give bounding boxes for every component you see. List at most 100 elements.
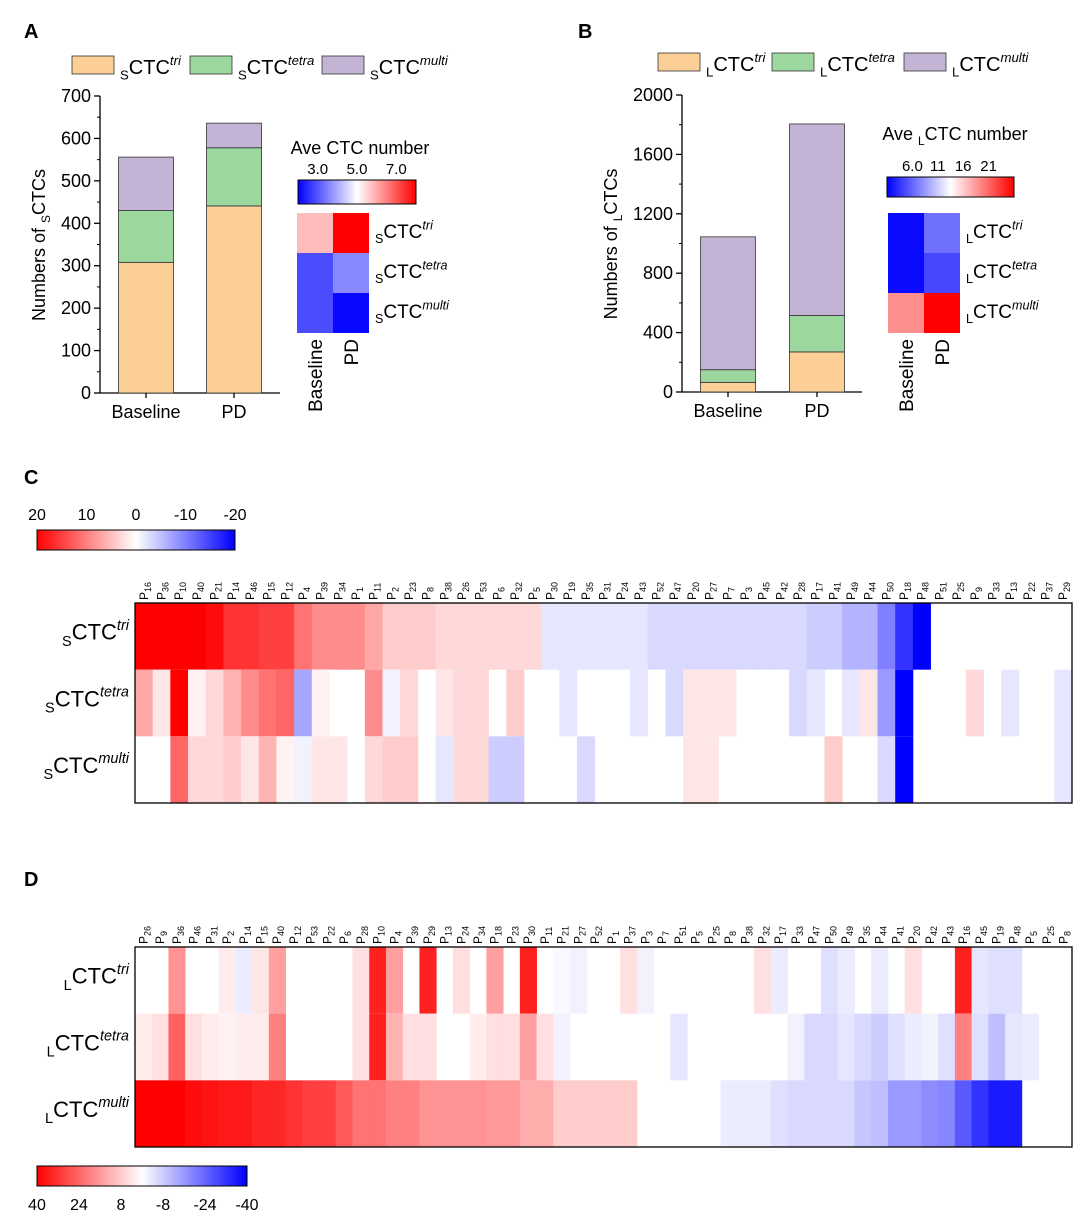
legend-label-tetra: SCTCtetra	[238, 53, 314, 83]
legend-label-multi: SCTCmulti	[370, 53, 449, 83]
heat-cell	[965, 669, 985, 737]
heat-col-label: P4	[296, 587, 312, 600]
heat-col-label: P33	[985, 582, 1001, 600]
heat-cell	[837, 947, 855, 1014]
heat-cell	[435, 669, 454, 737]
heat-cell	[294, 603, 313, 670]
y-tick-label: 1600	[633, 144, 673, 164]
heat-col-label: P42	[773, 582, 789, 600]
heat-cell	[205, 603, 224, 670]
heat-col-label: P13	[1003, 582, 1019, 600]
heat-cell	[297, 293, 333, 333]
heat-cell	[319, 1080, 337, 1147]
heat-cell	[185, 1013, 203, 1081]
heat-col-label: P40	[190, 582, 206, 600]
heat-cell	[737, 1080, 755, 1147]
heat-cell	[382, 669, 401, 737]
heat-cell	[506, 603, 525, 670]
heat-cell	[887, 1080, 906, 1147]
heat-cell	[252, 947, 270, 1014]
heat-cell	[152, 603, 171, 670]
heat-cell	[988, 947, 1006, 1014]
heat-cell	[329, 736, 348, 803]
heat-cell	[352, 1080, 370, 1147]
heat-cell	[364, 669, 383, 737]
heat-cell	[385, 1080, 404, 1147]
heat-col-label: P23	[402, 582, 418, 600]
heat-cell	[152, 669, 171, 737]
heat-col-label: P31	[203, 926, 219, 944]
heat-cell	[285, 1080, 303, 1147]
legend-label-tri: LCTCtri	[706, 50, 767, 80]
colorbar-tick-label: 5.0	[347, 161, 368, 178]
heat-col-label: P12	[278, 582, 294, 600]
heat-col-label: P47	[667, 582, 683, 600]
heat-cell	[771, 603, 790, 670]
heat-cell	[877, 669, 896, 737]
heat-col-label: P13	[438, 926, 454, 944]
heat-col-label: P39	[314, 582, 330, 600]
heat-col-label: P6	[337, 931, 353, 944]
heat-cell	[938, 1013, 956, 1081]
heat-col-label: P37	[1038, 582, 1054, 600]
heat-col-label: P6	[490, 587, 506, 600]
y-tick-label: 1200	[633, 204, 673, 224]
legend-swatch-tri	[657, 52, 701, 72]
heat-cell	[135, 603, 154, 670]
y-axis-title-group: Numbers of LCTCs	[601, 169, 625, 320]
heat-col-label: P8	[420, 587, 436, 600]
heat-cell	[971, 1080, 989, 1147]
heat-col-label: P30	[521, 926, 537, 944]
heat-cell	[486, 1013, 504, 1081]
heat-cell	[364, 736, 383, 803]
heat-col-label: P40	[270, 926, 286, 944]
heat-cell	[924, 213, 960, 253]
heatmap-d: LCTCtriLCTCtetraLCTCmultiP26P9P36P46P31P…	[28, 926, 1073, 1214]
heat-cell	[988, 1080, 1006, 1147]
heat-col-label: P52	[588, 926, 604, 944]
heat-cell	[842, 669, 861, 737]
heat-cell	[268, 1080, 286, 1147]
heat-cell	[347, 603, 366, 670]
heat-col-label: P7	[720, 587, 736, 600]
heat-cell	[218, 1013, 236, 1081]
heat-col-label: P44	[862, 582, 878, 600]
heat-cell	[895, 736, 914, 803]
heat-cell	[806, 669, 825, 737]
heat-cell	[453, 736, 472, 803]
heat-col-label: P14	[225, 582, 241, 600]
heat-col-label: P34	[471, 926, 487, 944]
heat-cell	[754, 1080, 772, 1147]
heat-col-label: P27	[571, 926, 587, 944]
heat-col-label: P8	[722, 931, 738, 944]
heat-cell	[895, 669, 914, 737]
y-tick-label: 300	[61, 256, 91, 276]
heat-col-label: P32	[508, 582, 524, 600]
heat-cell	[954, 1080, 973, 1147]
heat-col-label: P17	[809, 582, 825, 600]
heat-cell	[665, 603, 684, 670]
heat-col-label: P15	[253, 926, 269, 944]
colorbar-tick-label: 40	[28, 1197, 46, 1214]
colorbar-d-gradient	[36, 1165, 248, 1187]
heat-col-label: P1	[349, 587, 365, 600]
colorbar-c-gradient	[36, 529, 236, 551]
heat-cell	[824, 603, 843, 670]
bar-segment-tetra-pd	[789, 315, 845, 353]
heat-col-label: P10	[371, 926, 387, 944]
heat-cell	[988, 1013, 1006, 1081]
heat-cell	[647, 603, 666, 670]
heat-cell	[877, 603, 896, 670]
heat-cell	[352, 1013, 370, 1081]
heat-cell	[135, 669, 154, 737]
legend-label-multi: LCTCmulti	[952, 50, 1029, 80]
heat-cell	[700, 736, 719, 803]
heat-cell	[859, 603, 878, 670]
heat-col-label: P25	[705, 926, 721, 944]
heat-cell	[683, 736, 702, 803]
heat-col-label: P30	[543, 582, 559, 600]
heat-cell	[385, 947, 404, 1014]
heat-cell	[205, 669, 224, 737]
heat-cell	[683, 603, 702, 670]
heat-cell	[895, 603, 914, 670]
